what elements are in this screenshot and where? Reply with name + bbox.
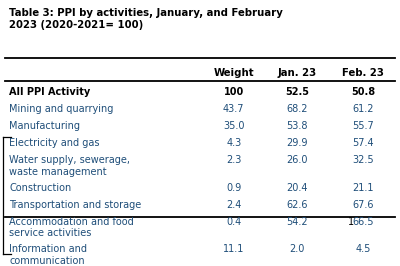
Text: Accommodation and food
service activities: Accommodation and food service activitie… xyxy=(9,217,134,238)
Text: 61.2: 61.2 xyxy=(352,104,374,114)
Text: All PPI Activity: All PPI Activity xyxy=(9,87,90,97)
Text: 66.5: 66.5 xyxy=(352,217,374,227)
Text: 0.9: 0.9 xyxy=(226,183,241,193)
Text: 57.4: 57.4 xyxy=(352,138,374,148)
Text: 50.8: 50.8 xyxy=(351,87,375,97)
Text: Electricity and gas: Electricity and gas xyxy=(9,138,100,148)
Text: Table 3: PPI by activities, January, and February
2023 (2020-2021= 100): Table 3: PPI by activities, January, and… xyxy=(9,9,283,30)
Text: Mining and quarrying: Mining and quarrying xyxy=(9,104,114,114)
Text: Manufacturing: Manufacturing xyxy=(9,121,80,131)
Text: 20.4: 20.4 xyxy=(286,183,308,193)
Text: 2.0: 2.0 xyxy=(290,244,305,254)
Text: 35.0: 35.0 xyxy=(223,121,244,131)
Text: 29.9: 29.9 xyxy=(286,138,308,148)
Text: 1: 1 xyxy=(348,217,354,227)
Text: 62.6: 62.6 xyxy=(286,200,308,210)
Text: 54.2: 54.2 xyxy=(286,217,308,227)
Text: 43.7: 43.7 xyxy=(223,104,244,114)
Text: 4.5: 4.5 xyxy=(355,244,370,254)
Text: Construction: Construction xyxy=(9,183,72,193)
Text: Feb. 23: Feb. 23 xyxy=(342,68,384,78)
Text: 55.7: 55.7 xyxy=(352,121,374,131)
Text: 11.1: 11.1 xyxy=(223,244,244,254)
Text: 52.5: 52.5 xyxy=(285,87,309,97)
Text: 67.6: 67.6 xyxy=(352,200,374,210)
Text: Water supply, sewerage,
waste management: Water supply, sewerage, waste management xyxy=(9,155,130,177)
Text: 2.3: 2.3 xyxy=(226,155,242,165)
Text: 100: 100 xyxy=(224,87,244,97)
Text: Weight: Weight xyxy=(214,68,254,78)
Text: 68.2: 68.2 xyxy=(286,104,308,114)
Text: Transportation and storage: Transportation and storage xyxy=(9,200,142,210)
Text: 4.3: 4.3 xyxy=(226,138,241,148)
Text: Jan. 23: Jan. 23 xyxy=(278,68,317,78)
Text: 0.4: 0.4 xyxy=(226,217,241,227)
Text: Information and
communication: Information and communication xyxy=(9,244,87,266)
Text: 53.8: 53.8 xyxy=(286,121,308,131)
Text: 32.5: 32.5 xyxy=(352,155,374,165)
Text: 26.0: 26.0 xyxy=(286,155,308,165)
Text: 2.4: 2.4 xyxy=(226,200,242,210)
Text: 21.1: 21.1 xyxy=(352,183,374,193)
